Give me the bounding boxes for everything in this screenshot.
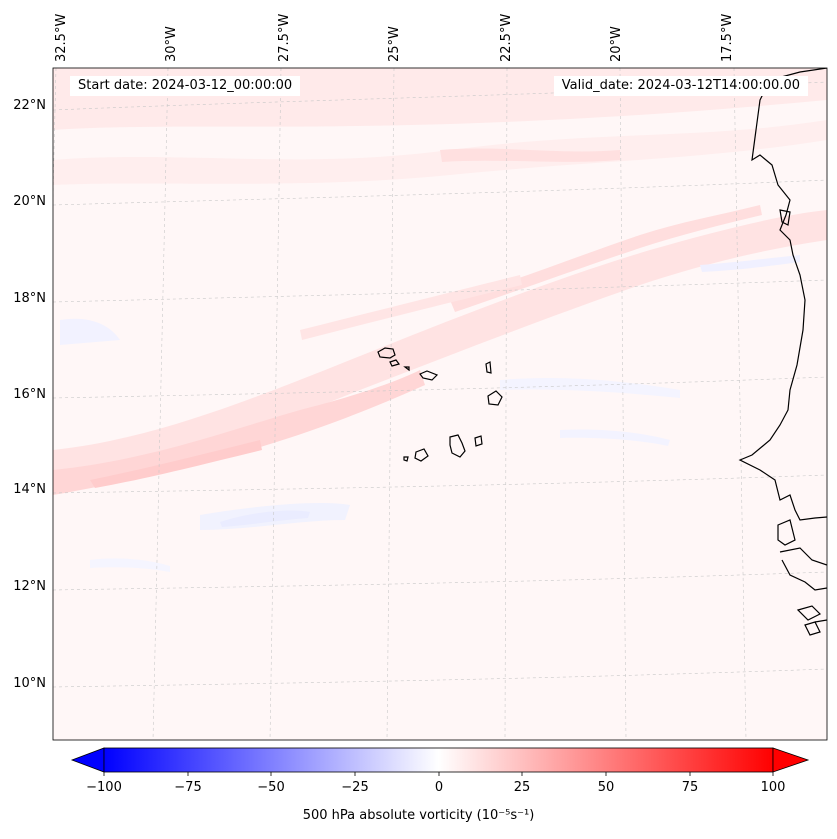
colorbar-tick-label: 25 xyxy=(513,780,531,795)
colorbar-tick-label: 0 xyxy=(434,780,444,795)
vorticity-field xyxy=(53,68,827,572)
colorbar xyxy=(70,747,810,776)
colorbar-extend-right xyxy=(772,747,810,773)
lon-label: 27.5°W xyxy=(277,13,292,62)
colorbar-tick-label: −25 xyxy=(341,780,369,795)
valid-date-label: Valid_date: 2024-03-12T14:00:00.00 xyxy=(553,76,808,96)
lat-label: 16°N xyxy=(13,387,46,402)
start-date-label: Start date: 2024-03-12_00:00:00 xyxy=(70,76,301,96)
lon-label: 17.5°W xyxy=(720,13,735,62)
coastlines xyxy=(377,68,827,636)
lat-label: 14°N xyxy=(13,482,46,497)
lon-label: 25°W xyxy=(387,26,402,62)
colorbar-tick-label: −75 xyxy=(174,780,202,795)
lat-label: 18°N xyxy=(13,291,46,306)
island-santo-antao xyxy=(377,347,396,359)
colorbar-tick-label: 75 xyxy=(681,780,699,795)
colorbar-title: 500 hPa absolute vorticity (10⁻⁵s⁻¹) xyxy=(302,808,535,823)
colorbar-tick-label: 50 xyxy=(597,780,615,795)
lat-label: 10°N xyxy=(13,676,46,691)
colorbar-tick-label: −100 xyxy=(86,780,122,795)
coast-mauritania xyxy=(738,68,827,521)
colorbar-body xyxy=(103,747,774,773)
lon-label: 20°W xyxy=(609,26,624,62)
gridlines xyxy=(53,68,827,740)
lon-label: 32.5°W xyxy=(54,13,69,62)
lat-label: 12°N xyxy=(13,579,46,594)
lon-label: 22.5°W xyxy=(499,13,514,62)
colorbar-tick-label: −50 xyxy=(257,780,285,795)
lat-label: 20°N xyxy=(13,194,46,209)
lat-label: 22°N xyxy=(13,98,46,113)
colorbar-extend-left xyxy=(70,747,105,773)
map-frame xyxy=(52,67,828,741)
lon-label: 30°W xyxy=(164,26,179,62)
colorbar-tick-label: 100 xyxy=(760,780,786,795)
